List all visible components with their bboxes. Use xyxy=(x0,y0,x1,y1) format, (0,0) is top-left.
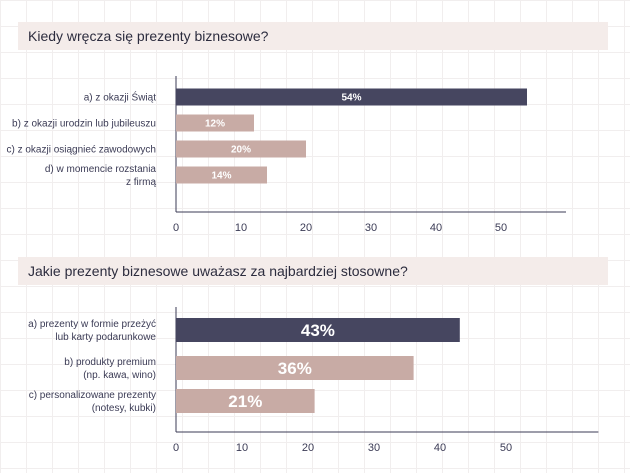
chart1-bar xyxy=(176,166,267,184)
chart1-title: Kiedy wręcza się prezenty biznesowe? xyxy=(18,22,608,50)
chart2-data-label: 43% xyxy=(301,321,335,340)
chart1-data-label: 12% xyxy=(205,119,225,130)
chart2-category-label: lub karty podarunkowe xyxy=(55,332,156,343)
chart2-x-tick-label: 10 xyxy=(236,442,248,454)
chart1-data-label: 54% xyxy=(341,93,361,104)
chart1-x-tick-label: 0 xyxy=(173,222,179,234)
chart2-bar xyxy=(176,356,414,380)
chart2-x-tick-label: 40 xyxy=(434,442,446,454)
chart1-category-label: a) z okazji Świąt xyxy=(84,91,156,104)
chart1-bar xyxy=(176,140,306,158)
chart1-x-tick-label: 30 xyxy=(365,222,377,234)
chart1-bar xyxy=(176,88,527,106)
chart1-x-tick-label: 10 xyxy=(235,222,247,234)
chart1-data-label: 14% xyxy=(211,171,231,182)
chart1-category-label: z firmą xyxy=(126,177,156,188)
chart1-bar xyxy=(176,114,254,132)
chart2-data-label: 21% xyxy=(228,392,262,411)
chart1-x-tick-label: 50 xyxy=(495,222,507,234)
chart2-data-label: 36% xyxy=(278,359,312,378)
chart1-data-label: 20% xyxy=(231,145,251,156)
chart2-category-label: c) personalizowane prezenty xyxy=(29,390,156,401)
chart1-category-label: b) z okazji urodzin lub jubileuszu xyxy=(12,119,156,130)
chart2-bar xyxy=(176,389,315,413)
chart2-category-label: b) produkty premium xyxy=(64,357,156,368)
chart1-category-label: c) z okazji osiągnieć zawodowych xyxy=(6,145,156,156)
chart2-category-label: (np. kawa, wino) xyxy=(83,370,156,381)
chart2-bar xyxy=(176,318,460,342)
chart2-x-tick-label: 50 xyxy=(500,442,512,454)
chart2-category-label: (notesy, kubki) xyxy=(92,403,156,414)
chart1-x-tick-label: 20 xyxy=(300,222,312,234)
chart2-x-tick-label: 0 xyxy=(173,442,179,454)
chart2-x-tick-label: 30 xyxy=(368,442,380,454)
chart2-title: Jakie prezenty biznesowe uważasz za najb… xyxy=(18,257,608,285)
chart1-x-tick-label: 40 xyxy=(430,222,442,234)
chart2-x-tick-label: 20 xyxy=(302,442,314,454)
chart1-category-label: d) w momencie rozstania xyxy=(45,164,157,175)
chart2-category-label: a) prezenty w formie przeżyć xyxy=(28,319,156,330)
